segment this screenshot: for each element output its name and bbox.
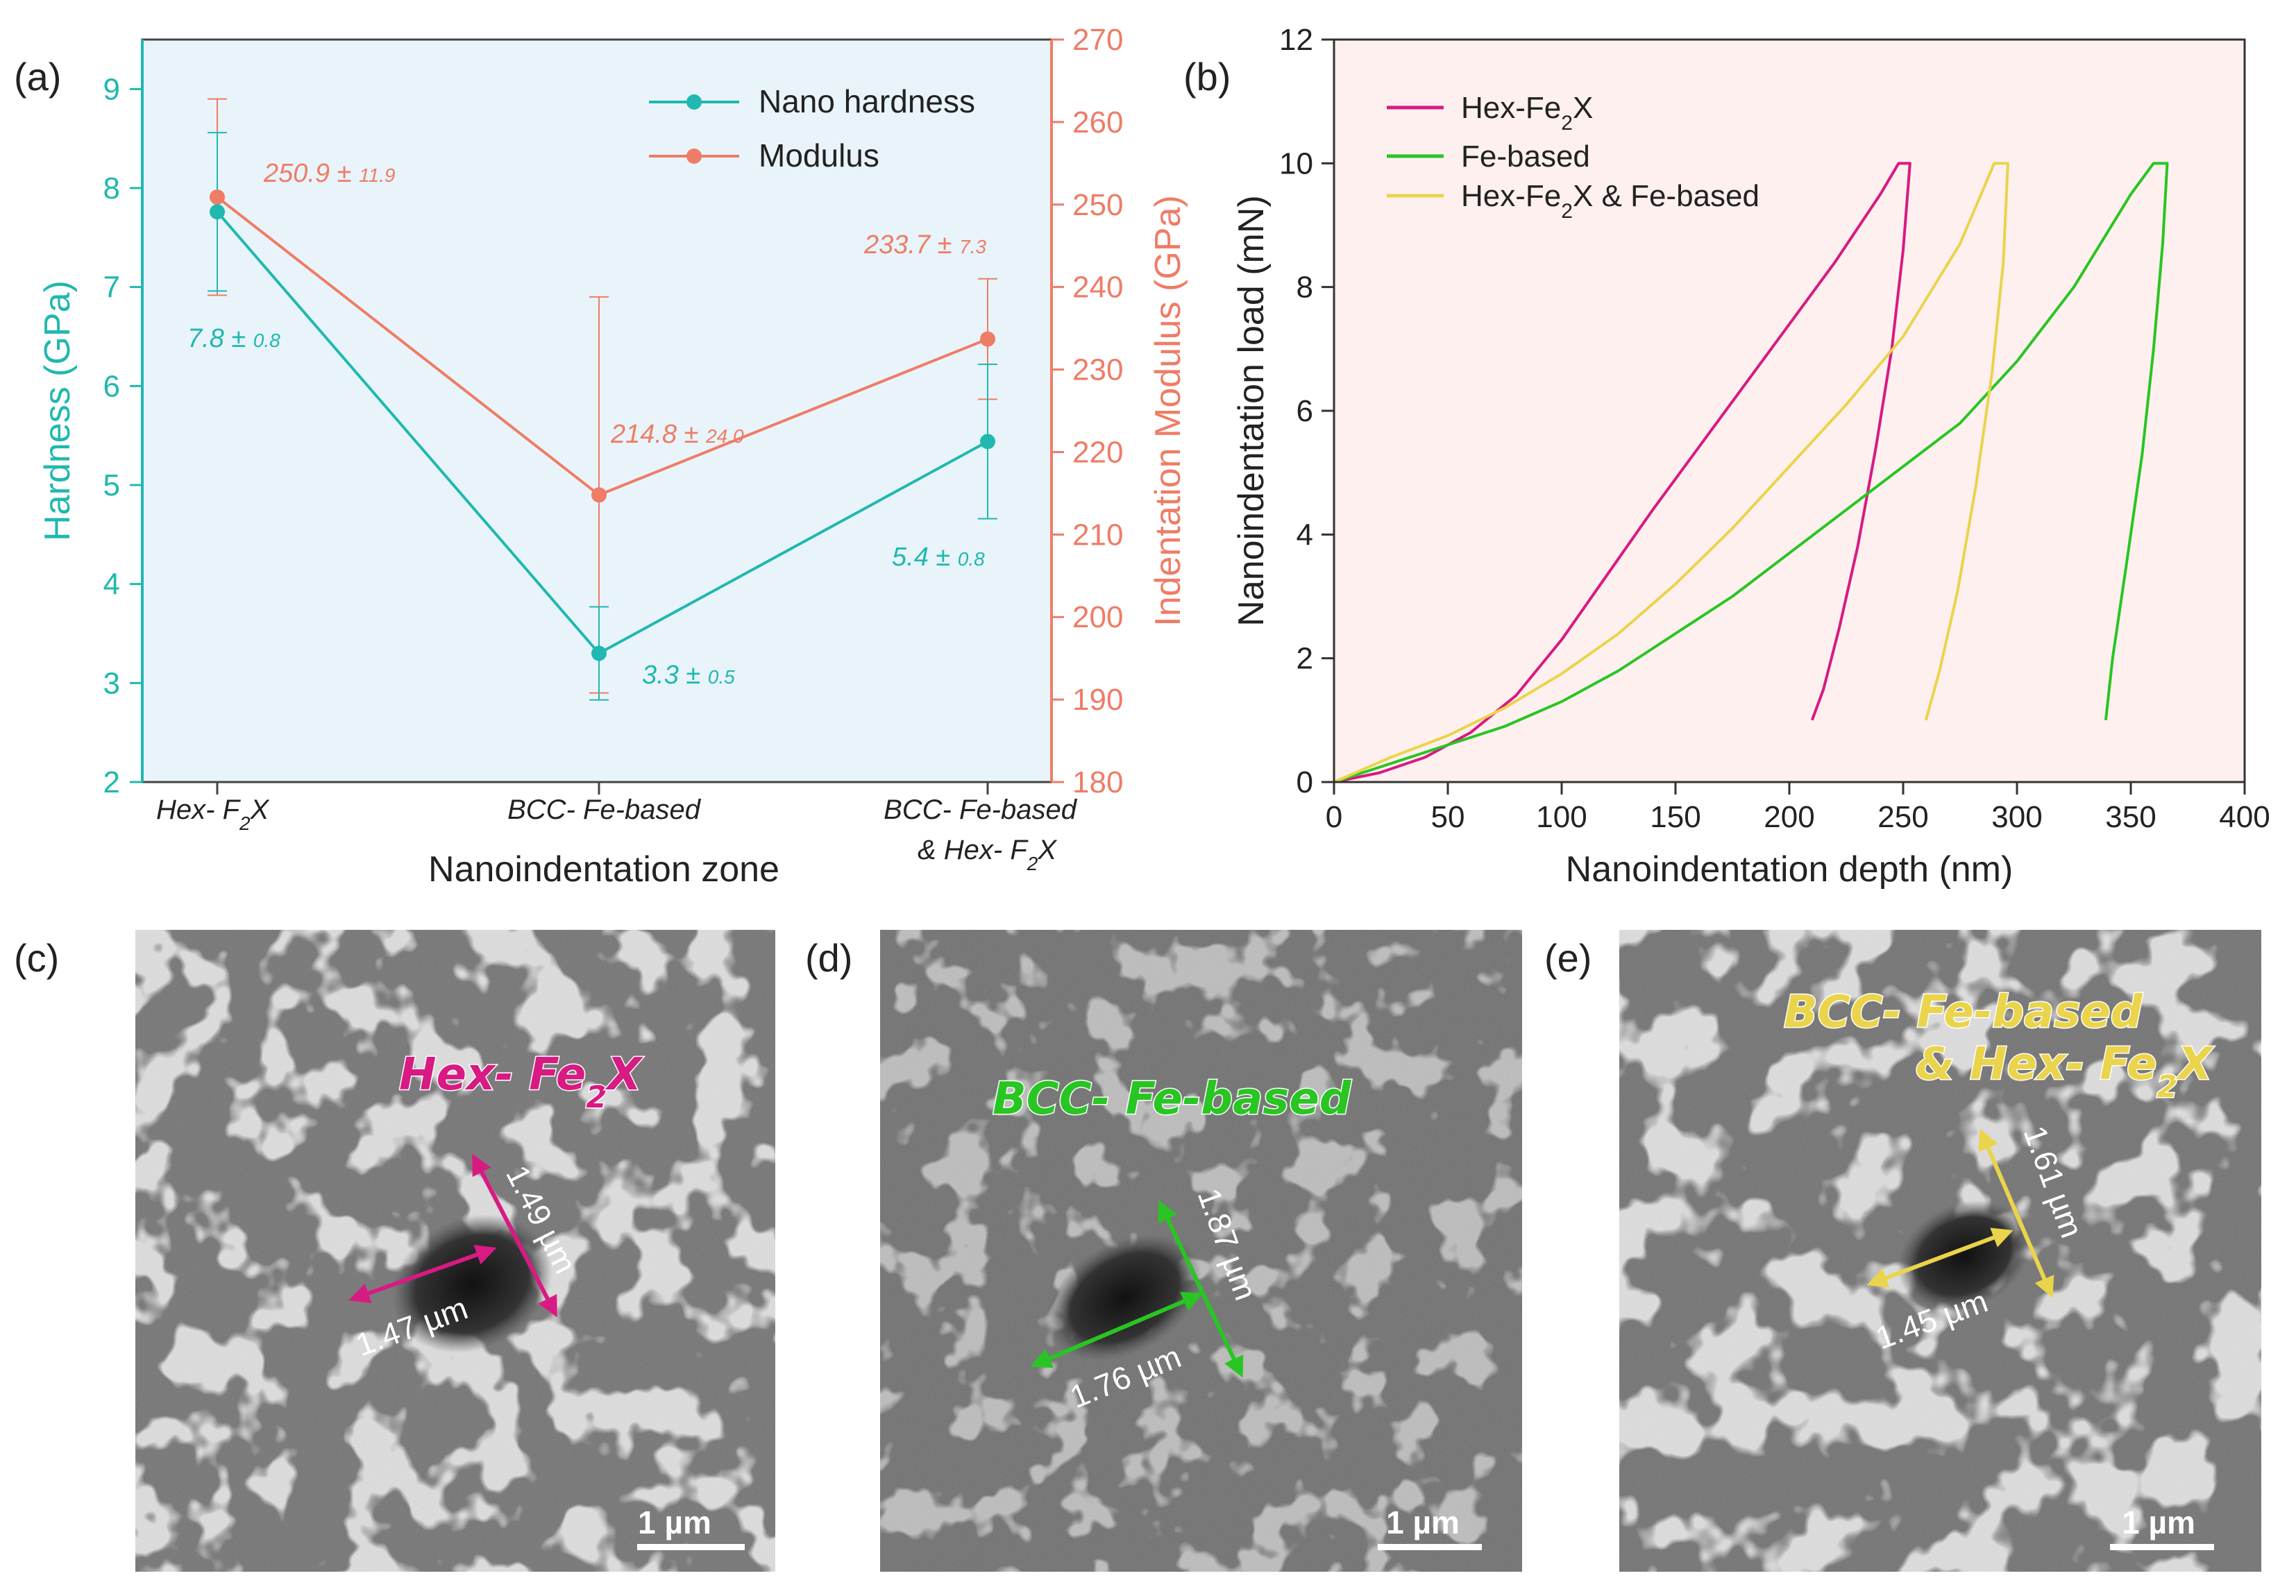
legend-b: Hex-Fe2X Fe-based Hex-Fe2X & Fe-based: [1387, 91, 1759, 223]
panel-label-c: (c): [14, 936, 59, 980]
sem-image-d: [880, 930, 1522, 1572]
point-modulus: [591, 487, 607, 503]
y-tick-label-b: 12: [1279, 23, 1313, 57]
y-tick-label-right-a: 260: [1072, 105, 1123, 139]
sem-title-c: Hex- Fe2X: [399, 1049, 643, 1115]
y-tick-label-a: 6: [103, 369, 120, 403]
measure-arrow-c-1: [472, 1153, 557, 1318]
y-tick-label-b: 0: [1297, 765, 1313, 799]
scale-bar-label-d: 1 µm: [1386, 1504, 1460, 1540]
legend-marker-hardness: [686, 94, 702, 110]
point-modulus: [210, 189, 225, 205]
y-tick-label-right-a: 250: [1072, 188, 1123, 222]
scale-bar-e: [2110, 1544, 2214, 1550]
measure-arrow-d-2: [1030, 1291, 1204, 1368]
y-tick-label-a: 8: [103, 171, 120, 205]
load-depth-chart: (b) 0 50 100 150 200 250 300 350 400 0 2 4 6 8 10 12 Na…: [1183, 23, 2270, 890]
scale-bar-label-e: 1 µm: [2122, 1504, 2195, 1540]
value-label-hardness: 5.4 ± 0.8: [892, 543, 985, 572]
x-category-label: BCC- Fe-based: [884, 795, 1078, 825]
curve-fe: [1333, 162, 2169, 783]
value-label-hardness: 7.8 ± 0.8: [187, 324, 280, 353]
sem-panel-c: (c) Hex- Fe2X 1.49 µm 1.47 µm 1 µm: [14, 930, 775, 1572]
legend-marker-modulus: [686, 148, 702, 164]
y-tick-label-a: 2: [103, 765, 120, 799]
x-tick-label-b: 100: [1536, 800, 1587, 834]
scale-bar-label-c: 1 µm: [638, 1504, 711, 1540]
value-label-modulus: 250.9 ± 11.9: [263, 159, 396, 188]
x-axis-label-a: Nanoindentation zone: [428, 849, 779, 890]
y-tick-label-right-a: 200: [1072, 600, 1123, 634]
legend-label-mix: Hex-Fe2X & Fe-based: [1461, 179, 1759, 223]
legend-label-fe: Fe-based: [1461, 139, 1590, 173]
point-hardness: [210, 204, 225, 220]
y-tick-label-b: 2: [1297, 642, 1313, 676]
x-tick-label-b: 400: [2219, 800, 2270, 834]
y-tick-label-a: 7: [103, 271, 120, 305]
legend-label-hardness: Nano hardness: [759, 83, 975, 119]
y-tick-label-b: 4: [1297, 518, 1313, 552]
legend-label-hex: Hex-Fe2X: [1461, 91, 1593, 135]
y-tick-label-right-a: 230: [1072, 353, 1123, 387]
x-axis-label-b: Nanoindentation depth (nm): [1566, 849, 2014, 890]
point-hardness: [591, 645, 607, 661]
measure-arrow-e-2: [1866, 1228, 2014, 1288]
scale-bar-c: [637, 1544, 745, 1550]
measure-arrow-e-1: [1978, 1128, 2054, 1298]
sem-panel-d: (d) BCC- Fe-based 1.87 µm 1.76 µm 1 µm: [805, 930, 1522, 1572]
plot-area-b: [1334, 40, 2245, 782]
x-tick-label-b: 300: [1991, 800, 2042, 834]
y-tick-label-right-a: 240: [1072, 271, 1123, 305]
x-category-label: Hex- F2X: [156, 795, 270, 834]
measure-arrow-c-2: [348, 1244, 497, 1304]
value-label-modulus: 214.8 ± 24.0: [610, 420, 744, 449]
sem-image-c: [135, 930, 775, 1572]
y-tick-label-right-a: 190: [1072, 683, 1123, 717]
panel-label-a: (a): [14, 55, 61, 99]
x-category-label-line2: & Hex- F2X: [918, 835, 1057, 874]
panel-label-d: (d): [805, 936, 852, 980]
y-tick-label-right-a: 270: [1072, 23, 1123, 57]
x-tick-label-b: 350: [2105, 800, 2156, 834]
y-tick-label-right-a: 220: [1072, 435, 1123, 469]
y-tick-label-right-a: 180: [1072, 765, 1123, 799]
legend-a: Nano hardness Modulus: [649, 83, 975, 173]
y-tick-label-b: 10: [1279, 146, 1313, 180]
y-tick-label-b: 6: [1297, 394, 1313, 428]
value-label-hardness: 3.3 ± 0.5: [642, 661, 735, 690]
sem-title-e-line2: & Hex- Fe2X: [1916, 1039, 2214, 1105]
plot-area-a: [142, 40, 1052, 782]
x-tick-label-b: 0: [1326, 800, 1342, 834]
sem-title-d: BCC- Fe-based: [993, 1073, 1352, 1125]
y-axis-label-a: Hardness (GPa): [37, 280, 78, 541]
hardness-modulus-chart: (a) 7.8 ± 0.8 3.3 ± 0.5 5.4 ± 0.8 250.9 ± 1…: [14, 23, 1188, 890]
y-tick-label-a: 5: [103, 468, 120, 502]
y-tick-label-right-a: 210: [1072, 518, 1123, 552]
x-category-label: BCC- Fe-based: [507, 795, 702, 825]
legend-label-modulus: Modulus: [759, 137, 879, 173]
y-tick-label-a: 9: [103, 72, 120, 106]
x-tick-label-b: 50: [1431, 800, 1465, 834]
x-tick-label-b: 200: [1764, 800, 1814, 834]
panel-label-b: (b): [1183, 55, 1231, 99]
point-modulus: [980, 331, 995, 347]
point-hardness: [980, 434, 995, 450]
y-tick-label-b: 8: [1297, 271, 1313, 305]
x-tick-label-b: 250: [1877, 800, 1928, 834]
y-tick-label-a: 3: [103, 666, 120, 700]
sem-title-e-line1: BCC- Fe-based: [1784, 987, 2143, 1038]
scale-bar-d: [1378, 1544, 1482, 1550]
y-tick-label-a: 4: [103, 568, 120, 602]
x-tick-label-b: 150: [1650, 800, 1700, 834]
measure-arrow-d-1: [1158, 1200, 1244, 1378]
sem-panel-e: (e) BCC- Fe-based & Hex- Fe2X 1.61 µm 1.…: [1544, 930, 2261, 1572]
y-axis-label-right-a: Indentation Modulus (GPa): [1148, 195, 1188, 626]
panel-label-e: (e): [1544, 936, 1592, 980]
y-axis-label-b: Nanoindentation load (mN): [1231, 195, 1272, 626]
value-label-modulus: 233.7 ± 7.3: [863, 230, 986, 260]
curve-mix: [1333, 162, 2009, 783]
